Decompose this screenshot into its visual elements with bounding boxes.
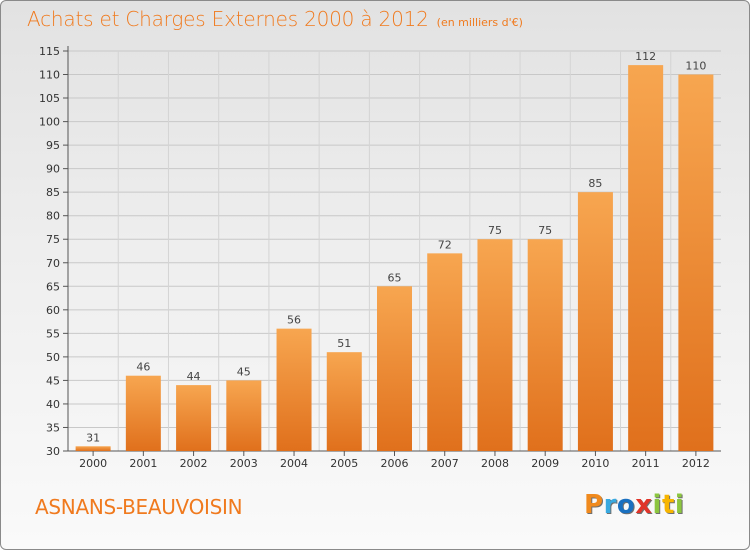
- logo-letter: i: [674, 490, 685, 520]
- data-label: 112: [635, 50, 656, 63]
- x-tick-label: 2012: [682, 457, 710, 470]
- data-label: 51: [337, 337, 351, 350]
- y-tick-label: 110: [39, 69, 60, 82]
- bar-2011: [628, 65, 664, 451]
- x-tick-label: 2009: [531, 457, 559, 470]
- y-tick-label: 60: [46, 304, 60, 317]
- data-label: 85: [588, 177, 602, 190]
- bar-2001: [125, 375, 161, 451]
- bar-2004: [276, 328, 312, 451]
- data-label: 72: [438, 238, 452, 251]
- bar-2007: [427, 253, 463, 451]
- bar-2010: [577, 192, 613, 452]
- data-label: 65: [388, 271, 402, 284]
- bar-2009: [527, 239, 563, 451]
- y-tick-label: 90: [46, 163, 60, 176]
- logo-letter: o: [616, 490, 636, 520]
- y-tick-label: 100: [39, 116, 60, 129]
- x-tick-label: 2003: [230, 457, 258, 470]
- bar-2008: [477, 239, 513, 451]
- y-tick-label: 55: [46, 327, 60, 340]
- x-tick-label: 2006: [381, 457, 409, 470]
- y-tick-label: 45: [46, 374, 60, 387]
- bar-2012: [678, 74, 714, 451]
- data-labels: 31 46 44 45 56 51 65 72 75 75 85 112 110: [86, 50, 706, 444]
- x-tick-label: 2008: [481, 457, 509, 470]
- proxiti-logo: Proxiti: [584, 490, 684, 520]
- data-label: 45: [237, 365, 251, 378]
- logo-letter: t: [661, 490, 675, 520]
- logo-letter: i: [652, 490, 662, 520]
- bar-2003: [226, 380, 262, 451]
- x-tick-label: 2011: [632, 457, 660, 470]
- bar-2005: [326, 352, 362, 451]
- data-label: 75: [538, 224, 552, 237]
- data-label: 44: [187, 370, 201, 383]
- y-tick-label: 65: [46, 280, 60, 293]
- y-tick-label: 115: [39, 45, 60, 58]
- y-tick-label: 50: [46, 351, 60, 364]
- x-tick-label: 2001: [129, 457, 157, 470]
- y-tick-label: 40: [46, 398, 60, 411]
- x-tick-label: 2000: [79, 457, 107, 470]
- y-tick-label: 30: [46, 445, 60, 458]
- chart-title-block: Achats et Charges Externes 2000 à 2012 (e…: [27, 7, 523, 31]
- logo-letter: r: [603, 490, 617, 520]
- y-tick-label: 80: [46, 210, 60, 223]
- x-tick-label: 2004: [280, 457, 308, 470]
- logo-letter: x: [635, 490, 653, 520]
- y-tick-label: 35: [46, 421, 60, 434]
- data-label: 110: [685, 60, 706, 73]
- data-label: 31: [86, 431, 100, 444]
- data-label: 56: [287, 314, 301, 327]
- logo-letter: P: [584, 490, 604, 520]
- y-tick-label: 105: [39, 92, 60, 105]
- bar-2002: [176, 385, 212, 451]
- bars: [75, 65, 714, 452]
- data-label: 46: [136, 361, 150, 374]
- x-tick-label: 2005: [330, 457, 358, 470]
- y-tick-label: 95: [46, 139, 60, 152]
- bar-2006: [377, 286, 412, 451]
- data-label: 75: [488, 224, 502, 237]
- x-tick-label: 2007: [431, 457, 459, 470]
- y-tick-label: 75: [46, 233, 60, 246]
- chart-subtitle: (en milliers d'€): [436, 16, 523, 29]
- y-tick-label: 70: [46, 257, 60, 270]
- y-tick-label: 85: [46, 186, 60, 199]
- x-tick-label: 2010: [581, 457, 609, 470]
- chart-title: Achats et Charges Externes 2000 à 2012: [27, 7, 429, 31]
- bar-2000: [75, 446, 111, 451]
- commune-name: ASNANS-BEAUVOISIN: [35, 495, 243, 519]
- x-tick-label: 2002: [180, 457, 208, 470]
